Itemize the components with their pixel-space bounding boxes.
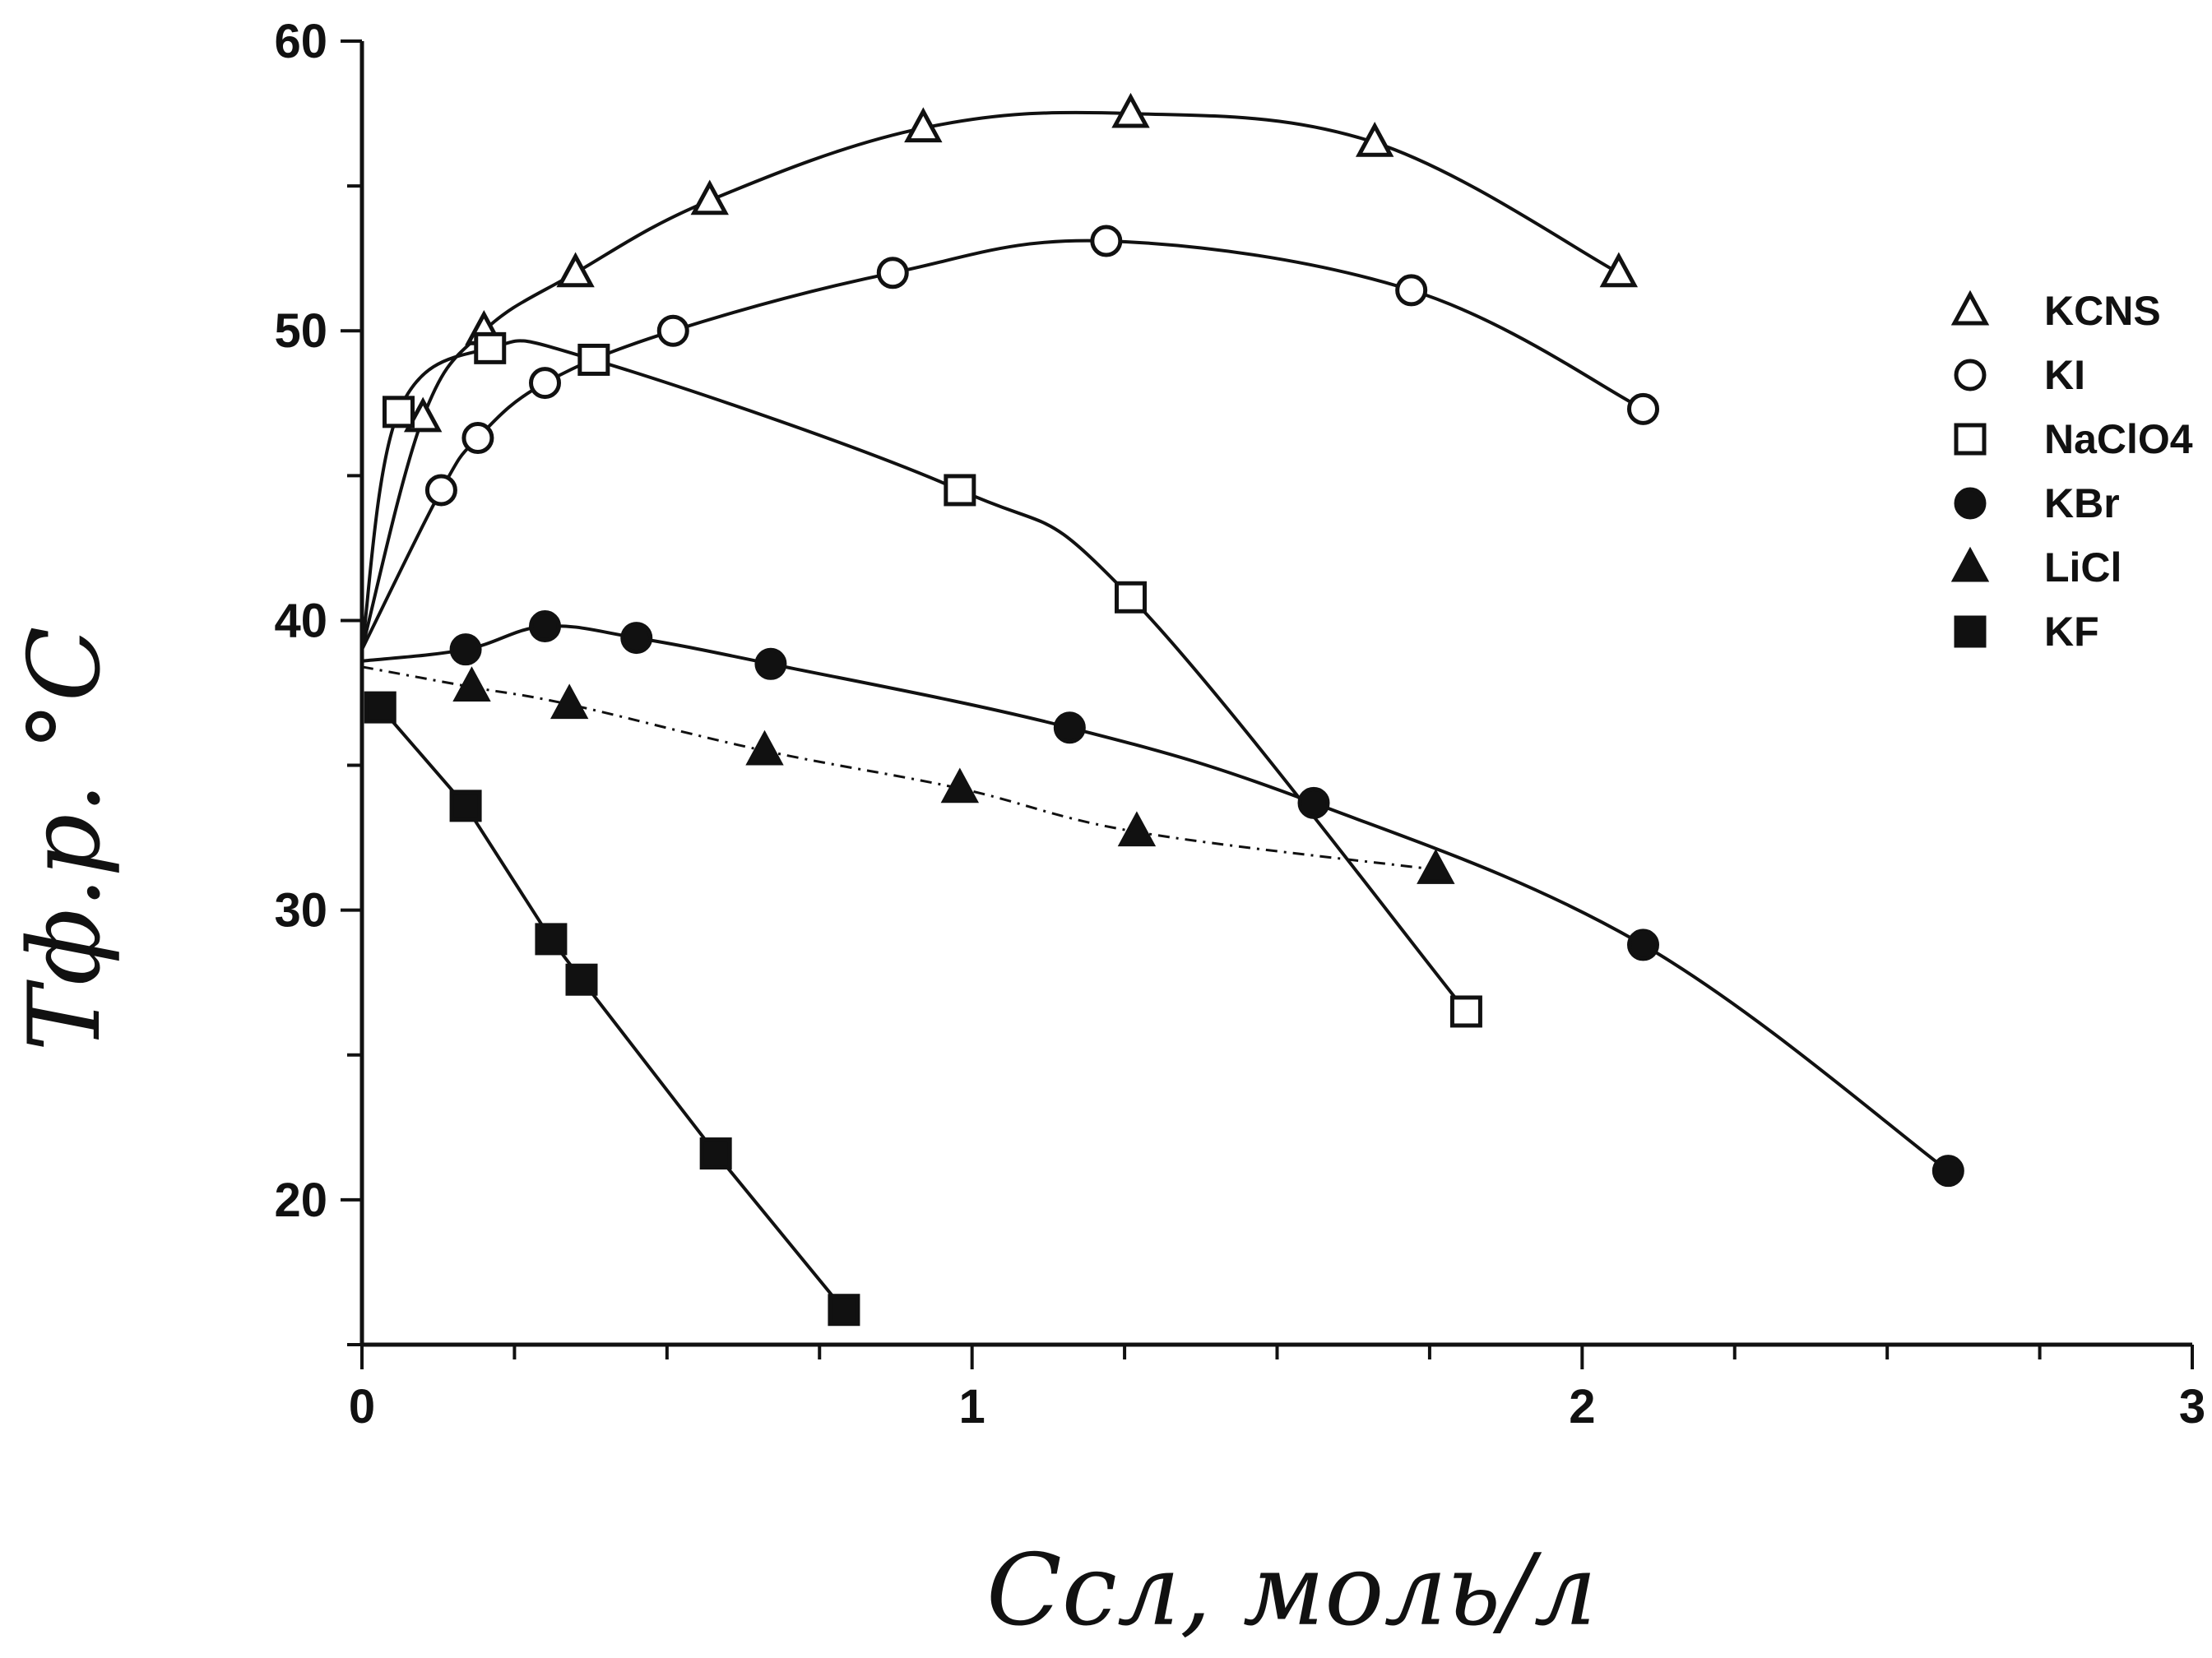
data-point-kf: [535, 923, 568, 956]
data-point-kbr: [1627, 929, 1659, 961]
data-point-ki: [424, 474, 457, 507]
data-point-kbr: [620, 622, 653, 655]
legend-item-kcns: KCNS: [1950, 288, 2161, 334]
x-tick-label: 3: [2179, 1380, 2205, 1433]
legend-label-kbr: KBr: [2044, 480, 2120, 526]
y-tick-label: 40: [274, 594, 327, 647]
data-point-licl: [1417, 849, 1455, 884]
data-point-naclo4: [1115, 581, 1147, 614]
data-point-naclo4: [474, 331, 507, 364]
legend-item-kbr: KBr: [1954, 480, 2120, 526]
data-point-licl: [940, 767, 980, 804]
data-point-kbr: [1053, 711, 1086, 744]
y-axis-title: Tф.р. °C: [8, 626, 123, 1051]
data-point-ki: [876, 257, 909, 289]
axes: 20 30 40 50 60 0 1 2 3: [274, 15, 2205, 1433]
legend-marker-kf: [1954, 615, 1987, 648]
data-point-naclo4: [383, 396, 415, 428]
data-point-kf: [699, 1137, 732, 1170]
legend-label-licl: LiCl: [2044, 544, 2122, 590]
data-point-licl: [550, 683, 589, 720]
legend-label-naclo4: NaClO4: [2044, 416, 2193, 462]
x-tick-label: 2: [1569, 1380, 1595, 1433]
data-point-ki: [529, 367, 561, 400]
data-point-naclo4: [1449, 995, 1482, 1028]
data-point-kf: [828, 1294, 860, 1327]
series-layer: [360, 92, 1964, 1327]
data-point-kbr: [529, 609, 561, 642]
data-point-kcns: [690, 179, 729, 215]
data-point-ki: [1627, 392, 1659, 425]
legend-marker-licl: [1950, 546, 1990, 582]
y-tick-label: 50: [274, 304, 327, 358]
data-point-kbr: [1931, 1155, 1964, 1188]
series-line-kbr: [361, 624, 1950, 1173]
legend-item-ki: KI: [1954, 352, 2085, 398]
x-axis-title: Cсл, моль/л: [986, 1534, 1597, 1648]
data-point-ki: [1090, 225, 1123, 257]
series-kf: [364, 691, 860, 1327]
legend-marker-naclo4: [1954, 423, 1987, 456]
data-point-kf: [449, 790, 482, 822]
legend-item-licl: LiCl: [1950, 544, 2122, 590]
data-point-licl: [452, 666, 491, 702]
data-point-kcns: [1599, 252, 1639, 288]
legend-item-naclo4: NaClO4: [1954, 416, 2193, 462]
legend-item-kf: KF: [1954, 609, 2099, 655]
y-tick-label: 60: [274, 15, 327, 68]
series-ki: [360, 225, 1659, 651]
series-line-naclo4: [360, 339, 1468, 1013]
data-point-kcns: [1355, 122, 1394, 157]
legend-label-kf: KF: [2044, 609, 2099, 655]
data-point-kcns: [403, 396, 443, 433]
data-point-ki: [461, 422, 494, 455]
series-licl: [361, 665, 1455, 884]
data-point-kbr: [754, 647, 787, 680]
legend: KCNS KI NaClO4 KBr LiCl KF: [1950, 288, 2193, 655]
legend-label-kcns: KCNS: [2044, 288, 2161, 334]
series-line-kcns: [360, 110, 1620, 651]
legend-marker-ki: [1954, 359, 1987, 391]
data-point-licl: [745, 729, 784, 766]
y-tick-label: 20: [274, 1174, 327, 1227]
data-point-naclo4: [944, 474, 976, 507]
series-line-kf: [378, 706, 846, 1311]
x-tick-label: 0: [349, 1380, 375, 1433]
data-point-kbr: [1297, 786, 1330, 819]
series-line-ki: [360, 239, 1644, 651]
data-point-kf: [565, 963, 598, 996]
data-point-ki: [656, 314, 689, 347]
legend-marker-kcns: [1950, 289, 1990, 326]
data-point-ki: [1395, 274, 1428, 307]
series-kcns: [360, 92, 1639, 651]
legend-label-ki: KI: [2044, 352, 2085, 398]
data-point-naclo4: [577, 343, 610, 376]
series-kbr: [361, 609, 1964, 1188]
data-point-kbr: [449, 633, 482, 666]
data-point-kcns: [1111, 92, 1150, 128]
data-point-kf: [364, 691, 396, 724]
legend-marker-kbr: [1954, 487, 1987, 520]
data-point-kcns: [904, 107, 943, 143]
data-point-kcns: [556, 252, 595, 288]
x-tick-label: 1: [959, 1380, 985, 1433]
data-point-licl: [1117, 811, 1157, 847]
y-tick-label: 30: [274, 884, 327, 938]
series-line-licl: [361, 665, 1436, 871]
series-naclo4: [360, 331, 1482, 1028]
